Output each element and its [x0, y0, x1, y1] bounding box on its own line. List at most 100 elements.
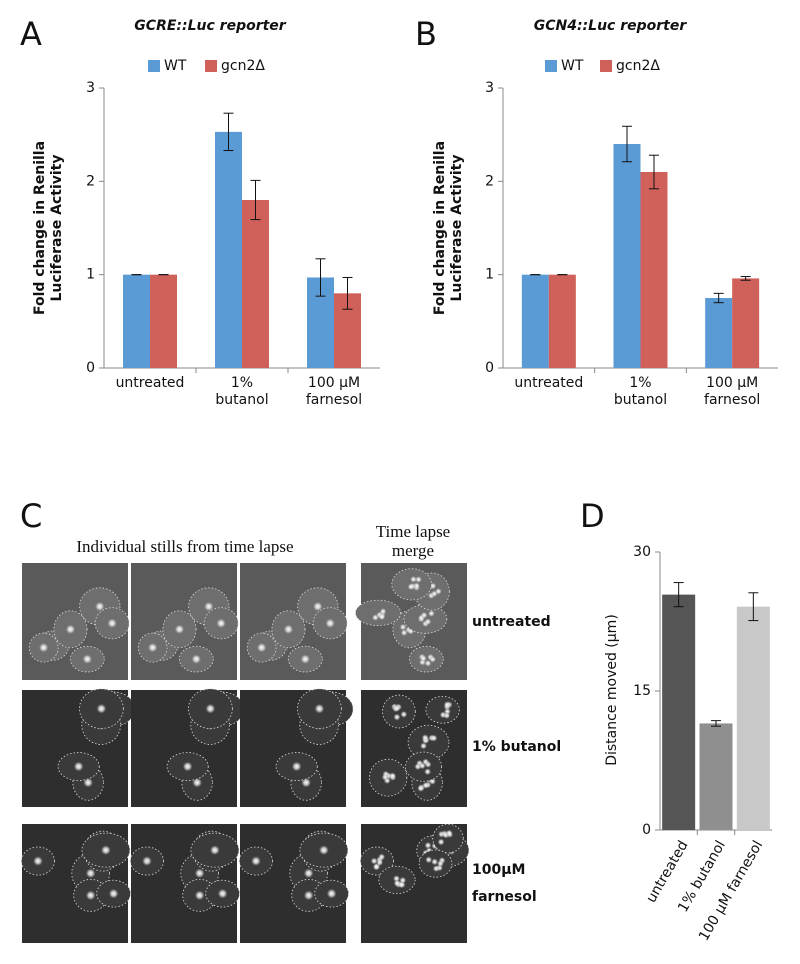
legend-label: WT — [164, 58, 187, 74]
x-tick-label: butanol — [215, 392, 268, 408]
y-axis-label: Fold change in Renilla — [32, 141, 48, 315]
nucleus — [420, 742, 428, 750]
nucleus — [407, 583, 415, 591]
bar — [699, 723, 733, 830]
nucleus — [209, 845, 220, 856]
bar — [705, 298, 733, 368]
bar — [732, 278, 760, 368]
row-label: untreated — [472, 614, 551, 630]
nucleus — [445, 829, 453, 837]
row-label: farnesol — [472, 889, 537, 905]
y-axis-label: Luciferase Activity — [449, 155, 465, 302]
nucleus — [437, 838, 445, 846]
x-tick-label: farnesol — [306, 392, 362, 408]
nucleus — [443, 701, 451, 709]
y-tick-label: 30 — [633, 544, 651, 560]
bar — [123, 274, 150, 368]
stills-heading: Individual stills from time lapse — [76, 537, 293, 556]
nucleus — [400, 710, 408, 718]
nucleus — [326, 888, 337, 899]
nucleus — [415, 575, 423, 583]
nucleus — [432, 865, 440, 873]
panel-label: D — [580, 497, 605, 535]
nucleus — [100, 845, 111, 856]
nucleus — [431, 858, 439, 866]
legend-swatch — [205, 60, 217, 72]
chart-title: GCRE::Luc reporter — [134, 18, 286, 34]
microscopy-grid — [21, 563, 470, 943]
nucleus — [283, 624, 294, 635]
y-tick-label: 3 — [485, 80, 494, 96]
nucleus — [318, 845, 329, 856]
bar — [521, 274, 549, 368]
nucleus — [147, 642, 158, 653]
nucleus — [94, 601, 105, 612]
nucleus — [32, 856, 43, 867]
nucleus — [421, 734, 429, 742]
nucleus — [424, 841, 432, 849]
bar — [150, 274, 177, 368]
chart-title: GCN4::Luc reporter — [534, 18, 688, 34]
legend-swatch — [600, 60, 612, 72]
nucleus — [216, 618, 227, 629]
x-tick-label: 100 μM — [706, 375, 758, 391]
y-axis-label: Luciferase Activity — [49, 155, 65, 302]
bar — [662, 594, 696, 830]
nucleus — [325, 618, 336, 629]
nucleus — [300, 654, 311, 665]
nucleus — [73, 761, 84, 772]
nucleus — [381, 773, 389, 781]
y-axis-label: Distance moved (µm) — [604, 614, 620, 766]
y-axis-label: Fold change in Renilla — [432, 141, 448, 315]
panel-label: B — [415, 15, 437, 53]
nucleus — [291, 761, 302, 772]
nucleus — [378, 613, 386, 621]
nucleus — [430, 590, 438, 598]
nucleus — [96, 703, 107, 714]
merge-heading: merge — [392, 541, 434, 560]
row-label: 1% butanol — [472, 739, 561, 755]
nucleus — [191, 654, 202, 665]
nucleus — [250, 856, 261, 867]
nucleus — [436, 860, 444, 868]
y-tick-label: 2 — [86, 173, 95, 189]
nucleus — [427, 609, 435, 617]
legend-label: gcn2Δ — [221, 58, 265, 74]
x-tick-label: farnesol — [704, 392, 760, 408]
nucleus — [301, 777, 312, 788]
nucleus — [182, 761, 193, 772]
x-tick-label: 100 μM — [308, 375, 360, 391]
nucleus — [393, 879, 401, 887]
y-tick-label: 0 — [86, 360, 95, 376]
row-label: 100µM — [472, 862, 525, 878]
nucleus — [65, 624, 76, 635]
nucleus — [83, 777, 94, 788]
nucleus — [443, 712, 451, 720]
nucleus — [85, 890, 96, 901]
nucleus — [82, 654, 93, 665]
nucleus — [389, 772, 397, 780]
cell-outline — [425, 695, 460, 724]
nucleus — [303, 890, 314, 901]
x-tick-label: untreated — [116, 375, 185, 391]
nucleus — [422, 758, 430, 766]
merge-heading: Time lapse — [376, 522, 450, 541]
x-tick-label: butanol — [614, 392, 667, 408]
nucleus — [38, 642, 49, 653]
cell-outline — [432, 823, 464, 854]
bar — [736, 606, 770, 830]
nucleus — [424, 659, 432, 667]
nucleus — [420, 611, 428, 619]
nucleus — [256, 642, 267, 653]
nucleus — [371, 614, 379, 622]
legend-swatch — [148, 60, 160, 72]
y-tick-label: 1 — [485, 267, 494, 283]
nucleus — [409, 575, 417, 583]
nucleus — [376, 859, 384, 867]
x-tick-label: 1% — [629, 375, 651, 391]
nucleus — [107, 618, 118, 629]
nucleus — [205, 703, 216, 714]
panel-label: C — [20, 497, 42, 535]
y-tick-label: 0 — [485, 360, 494, 376]
nucleus — [203, 601, 214, 612]
